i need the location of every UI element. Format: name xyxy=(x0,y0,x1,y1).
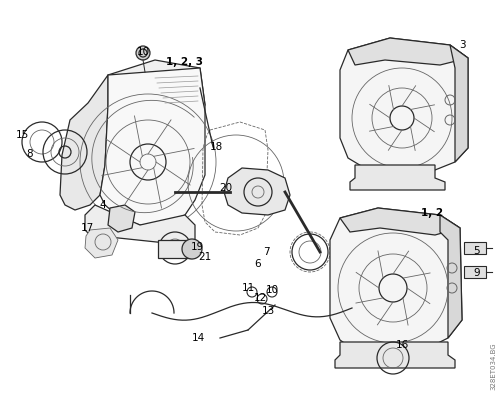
Polygon shape xyxy=(330,208,462,358)
Polygon shape xyxy=(85,205,195,245)
Text: 8: 8 xyxy=(27,149,33,159)
Polygon shape xyxy=(158,240,192,258)
Polygon shape xyxy=(85,228,118,258)
Text: 1, 2: 1, 2 xyxy=(421,208,443,218)
Text: 7: 7 xyxy=(263,247,269,257)
Text: 17: 17 xyxy=(80,223,94,233)
Text: 1, 2, 3: 1, 2, 3 xyxy=(166,57,204,67)
Text: 9: 9 xyxy=(474,268,480,278)
Text: 10: 10 xyxy=(137,47,150,57)
Text: 5: 5 xyxy=(474,246,480,256)
Text: 13: 13 xyxy=(262,306,275,316)
Text: 20: 20 xyxy=(219,183,232,193)
Text: 12: 12 xyxy=(254,293,267,303)
Text: 11: 11 xyxy=(241,283,255,293)
Polygon shape xyxy=(224,168,290,215)
Text: 10: 10 xyxy=(266,285,279,295)
Text: 19: 19 xyxy=(191,242,204,252)
Polygon shape xyxy=(340,38,468,175)
Text: 18: 18 xyxy=(209,142,223,152)
Text: 6: 6 xyxy=(255,259,261,269)
Text: 328ET034.BG: 328ET034.BG xyxy=(490,342,496,390)
Text: 16: 16 xyxy=(395,340,409,350)
Polygon shape xyxy=(340,208,460,235)
Text: 14: 14 xyxy=(192,333,205,343)
Polygon shape xyxy=(464,266,486,278)
Polygon shape xyxy=(440,215,462,338)
Polygon shape xyxy=(350,165,445,190)
Circle shape xyxy=(136,46,150,60)
Text: 21: 21 xyxy=(199,252,212,262)
Polygon shape xyxy=(335,342,455,368)
Text: 4: 4 xyxy=(100,200,106,210)
Polygon shape xyxy=(60,75,108,210)
Polygon shape xyxy=(464,242,486,254)
Polygon shape xyxy=(348,38,468,65)
Text: 3: 3 xyxy=(459,40,465,50)
Polygon shape xyxy=(450,45,468,162)
Circle shape xyxy=(182,239,202,259)
Polygon shape xyxy=(100,68,205,225)
Polygon shape xyxy=(108,60,205,108)
Polygon shape xyxy=(108,205,135,232)
Text: 15: 15 xyxy=(16,130,29,140)
